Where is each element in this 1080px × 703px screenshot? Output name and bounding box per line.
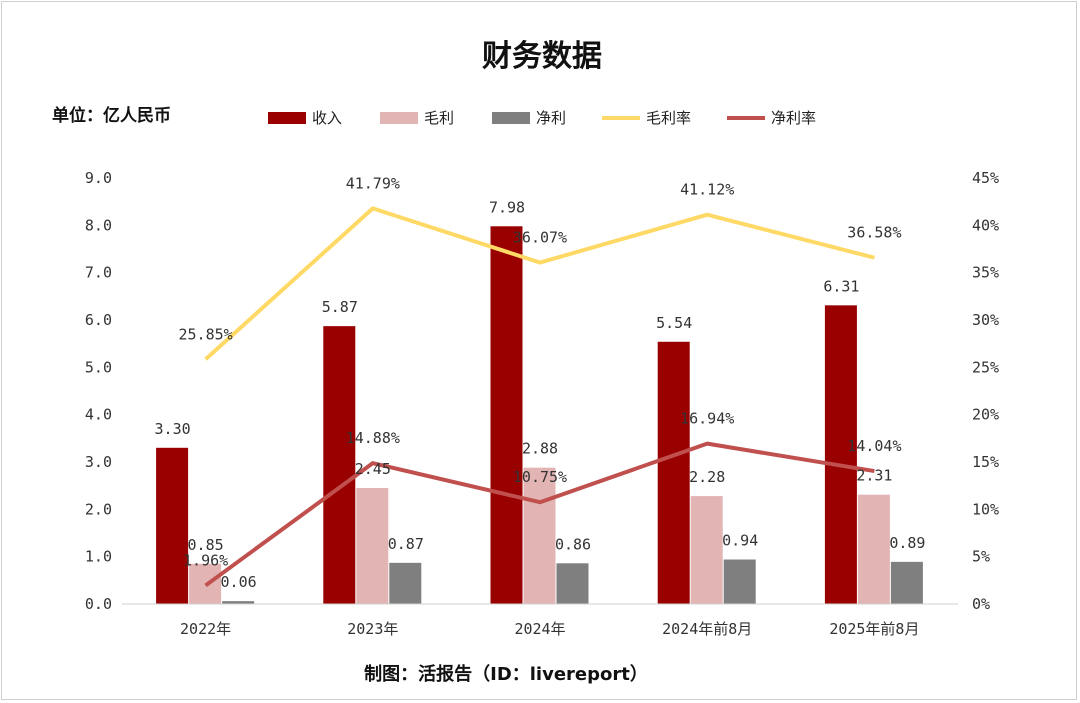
bar-data-label: 5.54 [656,314,692,332]
bars [156,226,923,604]
bar-data-label: 2.88 [522,440,558,458]
source-label: 制图：活报告（ID：livereport） [364,663,648,685]
legend: 收入 毛利 净利 毛利率 净利率 [268,109,816,127]
right-tick-label: 35% [972,264,999,282]
line-data-label: 41.12% [680,181,734,199]
right-tick-label: 0% [972,595,990,613]
bar-data-label: 0.86 [555,535,591,553]
bar-净利 [389,562,422,604]
left-axis: 0.0 1.0 2.0 3.0 4.0 5.0 6.0 7.0 8.0 9.0 [85,169,112,613]
bar-data-label: 0.94 [722,532,758,550]
bar-净利 [723,559,756,604]
bar-收入 [657,341,690,604]
right-tick-label: 25% [972,358,999,376]
left-tick-label: 6.0 [85,311,112,329]
bar-data-label: 0.06 [221,573,257,591]
legend-label: 毛利 [424,109,454,127]
line-data-label: 25.85% [179,325,233,343]
bar-净利 [556,563,589,604]
bar-毛利 [857,494,890,604]
bar-收入 [824,305,857,604]
right-tick-label: 20% [972,406,999,424]
bar-data-label: 2.45 [355,460,391,478]
bar-data-label: 0.87 [388,535,424,553]
bar-收入 [323,326,356,604]
bar-收入 [156,447,189,604]
bar-毛利 [690,496,723,604]
left-tick-label: 4.0 [85,406,112,424]
bar-净利 [222,601,255,604]
legend-label: 净利率 [771,109,816,127]
bar-毛利 [523,467,556,604]
x-tick-label: 2025年前8月 [829,620,919,638]
left-tick-label: 7.0 [85,264,112,282]
right-tick-label: 30% [972,311,999,329]
left-tick-label: 9.0 [85,169,112,187]
x-tick-label: 2024年前8月 [662,620,752,638]
left-tick-label: 2.0 [85,500,112,518]
unit-label: 单位：亿人民币 [52,105,171,126]
bar-净利 [890,561,923,604]
legend-label: 净利 [536,109,566,127]
right-tick-label: 15% [972,453,999,471]
x-axis: 2022年 2023年 2024年 2024年前8月 2025年前8月 [122,603,958,638]
right-tick-label: 10% [972,500,999,518]
left-tick-label: 0.0 [85,595,112,613]
bar-data-label: 2.31 [856,467,892,485]
legend-swatch-净利 [492,112,530,124]
right-tick-label: 40% [972,216,999,234]
legend-swatch-收入 [268,112,306,124]
right-axis: 0% 5% 10% 15% 20% 25% 30% 35% 40% 45% [972,169,999,613]
legend-swatch-毛利 [380,112,418,124]
line-data-label: 41.79% [346,174,400,192]
bar-data-label: 2.28 [689,468,725,486]
legend-label: 毛利率 [646,109,691,127]
left-tick-label: 3.0 [85,453,112,471]
left-tick-label: 8.0 [85,216,112,234]
bar-毛利 [356,488,389,604]
left-tick-label: 5.0 [85,358,112,376]
x-tick-label: 2022年 [180,620,231,638]
line-data-label: 36.58% [847,224,901,242]
x-tick-label: 2024年 [514,620,565,638]
line-净利率 [204,441,875,588]
line-毛利率 [204,206,875,361]
left-tick-label: 1.0 [85,548,112,566]
bar-data-label: 3.30 [155,420,191,438]
chart-title: 财务数据 [482,39,602,74]
bar-data-label: 0.89 [889,534,925,552]
bar-收入 [490,226,523,604]
line-data-label: 36.07% [513,229,567,247]
bar-data-label: 6.31 [823,277,859,295]
right-tick-label: 5% [972,548,990,566]
x-tick-label: 2023年 [347,620,398,638]
right-tick-label: 45% [972,169,999,187]
line-data-label: 14.04% [847,437,901,455]
line-data-label: 14.88% [346,429,400,447]
line-data-label: 1.96% [183,551,228,569]
line-data-label: 10.75% [513,468,567,486]
data-labels: 3.30 5.87 7.98 5.54 6.31 0.85 2.45 2.88 2.28 2.31… [155,174,926,591]
bar-data-label: 0.85 [188,536,224,554]
bar-data-label: 7.98 [489,198,525,216]
line-data-label: 16.94% [680,410,734,428]
lines [204,206,875,588]
legend-label: 收入 [312,109,342,127]
bar-data-label: 5.87 [322,298,358,316]
